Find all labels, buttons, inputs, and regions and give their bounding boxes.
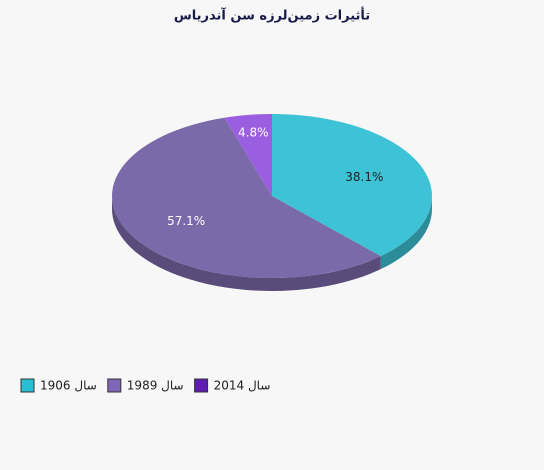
legend-swatch bbox=[20, 378, 35, 393]
legend-swatch bbox=[194, 378, 209, 393]
data-label: 57.1% bbox=[167, 214, 205, 228]
legend-swatch bbox=[107, 378, 122, 393]
pie-slice bbox=[224, 114, 272, 196]
chart-title: تأثیرات زمین‌لرزه سن آندریاس bbox=[174, 7, 370, 24]
legend-label: سال 1906 bbox=[40, 379, 97, 393]
pie-slice bbox=[272, 114, 432, 257]
data-label: 38.1% bbox=[345, 170, 383, 184]
data-label: 4.8% bbox=[238, 125, 269, 139]
pie-slice bbox=[112, 117, 381, 278]
legend-label: سال 2014 bbox=[214, 379, 271, 393]
legend-label: سال 1989 bbox=[127, 379, 184, 393]
pie-slice-side bbox=[112, 196, 381, 291]
pie-slice-side bbox=[380, 196, 432, 270]
